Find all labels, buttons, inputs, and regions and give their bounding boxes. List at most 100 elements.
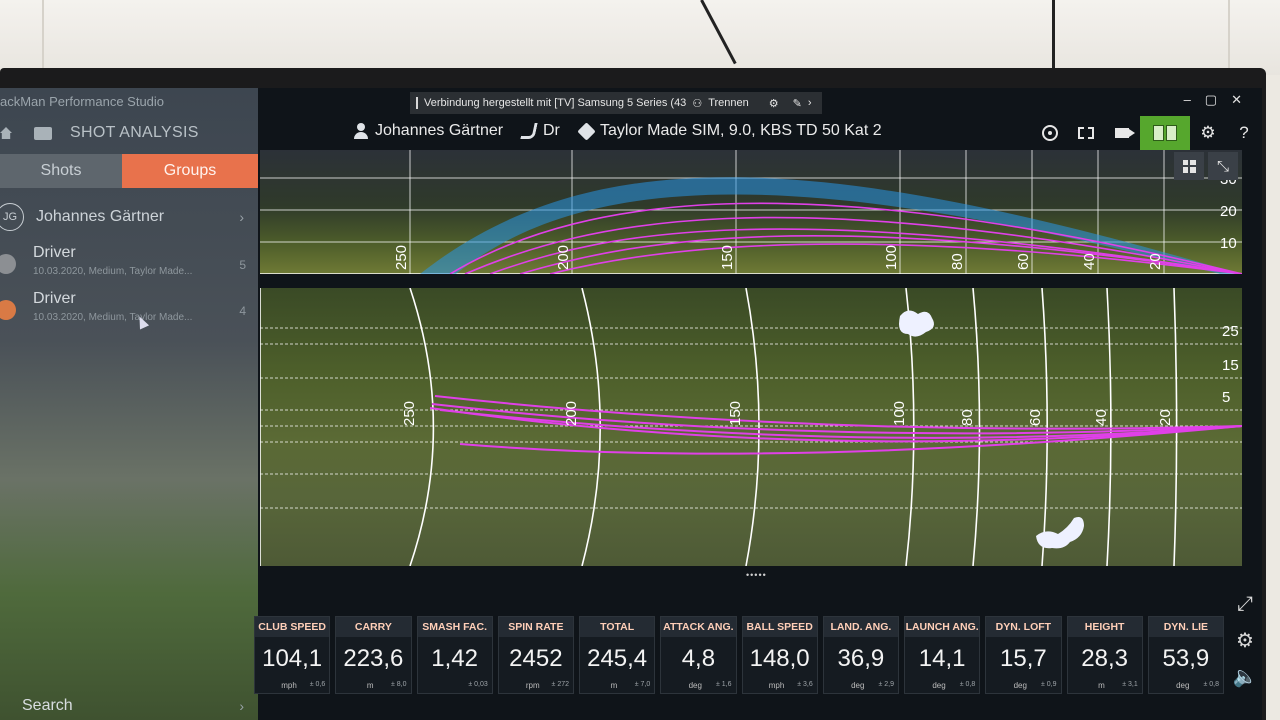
- tile-deviation: ± 0,03: [468, 681, 488, 688]
- data-tile[interactable]: ATTACK ANG. 4,8 deg ± 1,6: [660, 616, 737, 694]
- video-camera-icon: [1115, 128, 1135, 138]
- data-tile[interactable]: DYN. LIE 53,9 deg ± 0,8: [1147, 616, 1224, 694]
- target-button[interactable]: [1032, 116, 1068, 150]
- tile-label: CLUB SPEED: [255, 617, 330, 637]
- lateral-label: 5: [1222, 389, 1230, 406]
- distance-label: 20: [1147, 253, 1164, 270]
- frame-button[interactable]: [1068, 116, 1104, 150]
- tab-groups[interactable]: Groups: [122, 154, 258, 188]
- player-name: Johannes Gärtner: [36, 208, 165, 225]
- tab-row: Shots Groups: [0, 154, 258, 188]
- distance-arc: [745, 288, 760, 566]
- radar-status-button[interactable]: [1140, 116, 1190, 150]
- wall-background: [0, 0, 1280, 75]
- tile-unit: mph: [768, 681, 785, 690]
- layout-button[interactable]: [1174, 152, 1204, 180]
- tile-unit: m: [366, 681, 374, 690]
- shot-trajectory: [429, 407, 1242, 443]
- person-icon: [354, 123, 368, 139]
- search-label[interactable]: Search: [22, 697, 73, 714]
- collapse-icon: ⤡: [1216, 157, 1229, 175]
- cable: [1052, 0, 1055, 72]
- home-icon[interactable]: [0, 127, 12, 139]
- sound-button[interactable]: 🔈: [1230, 658, 1260, 694]
- tile-value: 2452: [509, 645, 563, 672]
- club-selector[interactable]: Dr: [520, 122, 560, 140]
- top-view[interactable]: 250 200 150 100 80 60 40 20 25 15 5: [260, 288, 1242, 566]
- tab-shots[interactable]: Shots: [0, 154, 122, 188]
- distance-arc: [409, 288, 435, 566]
- player-selector[interactable]: Johannes Gärtner: [354, 122, 503, 140]
- shot-trajectory: [549, 243, 1242, 274]
- tile-settings-button[interactable]: ⚙: [1230, 622, 1260, 658]
- distance-label: 80: [949, 253, 966, 270]
- tile-value: 14,1: [918, 645, 966, 672]
- club-group-icon: [0, 254, 16, 274]
- distance-label: 250: [393, 245, 410, 270]
- data-tile[interactable]: LAUNCH ANG. 14,1 deg ± 0,8: [904, 616, 981, 694]
- chevron-right-icon: ›: [239, 209, 244, 225]
- data-tile[interactable]: CLUB SPEED 104,1 mph ± 0,6: [254, 616, 331, 694]
- data-tile[interactable]: SPIN RATE 2452 rpm ± 272: [497, 616, 574, 694]
- tile-label: ATTACK ANG.: [661, 617, 736, 637]
- folder-icon[interactable]: [34, 126, 52, 140]
- close-button[interactable]: ✕: [1231, 92, 1242, 107]
- side-view-canvas: 25020015010080604020302010: [260, 150, 1242, 274]
- wall-seam: [1228, 0, 1230, 75]
- side-view[interactable]: 25020015010080604020302010 ⤡: [260, 150, 1242, 274]
- toolbar: Johannes Gärtner Dr Taylor Made SIM, 9.0…: [258, 116, 1262, 150]
- group-item[interactable]: Driver 10.03.2020, Medium, Taylor Made..…: [0, 244, 258, 288]
- lateral-label: 25: [1222, 323, 1239, 340]
- resize-handle[interactable]: •••••: [746, 570, 767, 580]
- chevron-right-icon: ›: [239, 698, 244, 714]
- disconnect-button[interactable]: Trennen: [708, 97, 749, 109]
- group-item[interactable]: Driver 10.03.2020, Medium, Taylor Made..…: [0, 290, 258, 334]
- settings-button[interactable]: ⚙: [1190, 116, 1226, 150]
- help-button[interactable]: ?: [1226, 116, 1262, 150]
- tile-unit: mph: [281, 681, 297, 690]
- camera-button[interactable]: [1104, 116, 1140, 150]
- collapse-button[interactable]: ⤡: [1208, 152, 1238, 180]
- player-item[interactable]: JG Johannes Gärtner ›: [0, 202, 258, 232]
- data-tile[interactable]: LAND. ANG. 36,9 deg ± 2,9: [822, 616, 899, 694]
- equipment-selector[interactable]: Taylor Made SIM, 9.0, KBS TD 50 Kat 2: [577, 121, 882, 141]
- tile-label: DYN. LIE: [1148, 617, 1223, 637]
- distance-arc: [972, 288, 981, 566]
- app-title: ackMan Performance Studio: [0, 94, 165, 109]
- data-tile[interactable]: TOTAL 245,4 m ± 7,0: [579, 616, 656, 694]
- player-selector-label: Johannes Gärtner: [375, 122, 504, 139]
- settings-icon[interactable]: ⚙: [768, 97, 779, 110]
- tile-value: 1,42: [431, 645, 478, 672]
- radar-battery-icon: [1153, 125, 1177, 141]
- trajectory-envelope: [420, 177, 1240, 274]
- top-view-canvas: 250 200 150 100 80 60 40 20 25 15 5: [260, 288, 1242, 566]
- distance-label: 150: [719, 245, 736, 270]
- group-meta: 10.03.2020, Medium, Taylor Made...: [33, 266, 193, 277]
- data-tile[interactable]: HEIGHT 28,3 m ± 3,1: [1066, 616, 1143, 694]
- system-bar: Verbindung hergestellt mit [TV] Samsung …: [258, 88, 1262, 116]
- data-tile[interactable]: SMASH FAC. 1,42 ± 0,03: [416, 616, 493, 694]
- lateral-label: 15: [1222, 357, 1239, 374]
- tile-deviation: ± 1,6: [715, 681, 732, 688]
- search-row[interactable]: Search ›: [0, 692, 258, 720]
- bunker-shape: [1036, 517, 1084, 549]
- data-tile[interactable]: BALL SPEED 148,0 mph ± 3,6: [741, 616, 818, 694]
- drag-grip-icon[interactable]: [416, 97, 418, 109]
- nav-label-shot-analysis[interactable]: SHOT ANALYSIS: [70, 124, 199, 141]
- tile-value: 36,9: [837, 645, 885, 672]
- chevron-right-icon[interactable]: ›: [807, 97, 812, 109]
- distance-label: 40: [1093, 409, 1110, 426]
- view-buttons: ⤡: [1174, 152, 1238, 180]
- tile-deviation: ± 272: [551, 681, 569, 688]
- distance-label: 200: [555, 245, 572, 270]
- minimize-button[interactable]: –: [1183, 92, 1191, 107]
- data-tile[interactable]: CARRY 223,6 m ± 8,0: [335, 616, 412, 694]
- expand-button[interactable]: ⤢: [1230, 586, 1260, 622]
- nav-bar: SHOT ANALYSIS: [0, 118, 258, 148]
- distance-label: 250: [401, 401, 418, 426]
- pin-icon[interactable]: ✎: [792, 97, 802, 110]
- maximize-button[interactable]: ▢: [1204, 92, 1218, 107]
- height-label: 20: [1220, 203, 1237, 220]
- data-tile[interactable]: DYN. LOFT 15,7 deg ± 0,9: [985, 616, 1062, 694]
- gear-icon: ⚙: [1200, 123, 1216, 142]
